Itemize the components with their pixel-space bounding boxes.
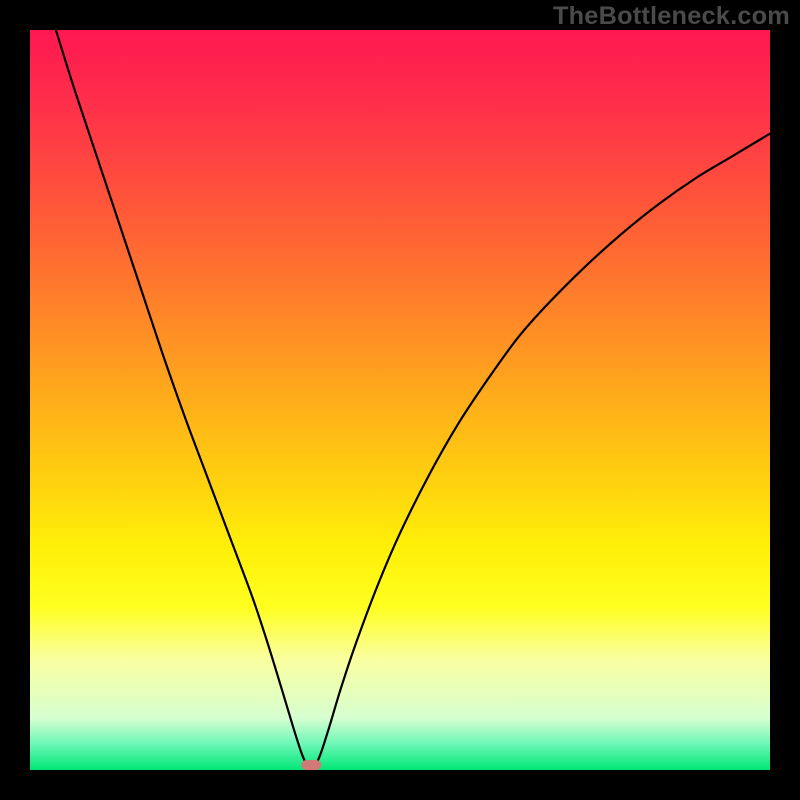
notch-marker xyxy=(301,760,321,770)
bottleneck-chart xyxy=(0,0,800,800)
chart-frame: { "watermark": { "text": "TheBottleneck.… xyxy=(0,0,800,800)
plot-background-gradient xyxy=(30,30,770,770)
watermark-text: TheBottleneck.com xyxy=(553,2,790,31)
